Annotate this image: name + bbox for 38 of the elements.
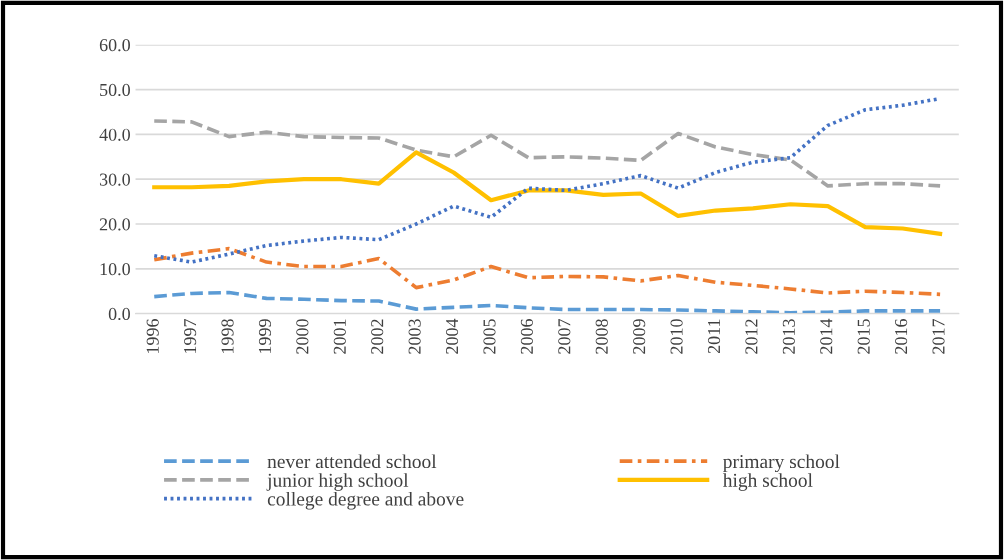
x-tick-label: 2006 (520, 319, 533, 354)
x-tick-label: 2012 (745, 319, 758, 354)
legend-label: junior high school (266, 473, 409, 491)
x-tick-label: 2008 (595, 319, 608, 354)
y-tick-label: 40.0 (99, 128, 130, 141)
x-tick-label: 1998 (221, 319, 234, 353)
y-tick-label: 20.0 (99, 218, 130, 231)
x-tick-label: 2017 (932, 318, 945, 354)
line-series (152, 119, 942, 188)
x-tick-label: 2013 (782, 319, 795, 354)
x-tick-label: 1996 (146, 319, 159, 353)
x-tick-label: 2002 (371, 319, 384, 354)
y-tick-label: 60.0 (99, 39, 130, 52)
legend-label: primary school (723, 454, 840, 473)
line-series (152, 290, 942, 314)
legend-label: college degree and above (267, 491, 464, 510)
x-tick-label: 1999 (258, 319, 272, 353)
y-tick-label: 50.0 (100, 83, 130, 97)
x-tick-label: 2000 (296, 319, 309, 354)
y-tick-label: 10.0 (100, 263, 130, 276)
line-series (152, 150, 943, 236)
y-tick-label: 30.0 (99, 173, 130, 186)
x-tick-label: 2009 (633, 319, 646, 354)
legend-label: never attended school (267, 454, 437, 469)
x-tick-label: 2004 (445, 318, 459, 354)
y-tick-label: 0.0 (108, 307, 130, 321)
x-tick-label: 2011 (707, 319, 721, 354)
x-tick-label: 2001 (333, 319, 346, 354)
x-tick-label: 2010 (670, 319, 683, 354)
x-tick-label: 2005 (483, 319, 496, 354)
legend-label: high school (722, 473, 813, 491)
line-series (152, 246, 942, 297)
x-tick-label: 2007 (558, 318, 571, 354)
x-tick-label: 1997 (184, 318, 197, 353)
x-tick-label: 2014 (820, 318, 833, 354)
x-tick-label: 2016 (895, 319, 908, 354)
x-tick-label: 2003 (408, 319, 421, 354)
x-tick-label: 2015 (857, 319, 870, 354)
